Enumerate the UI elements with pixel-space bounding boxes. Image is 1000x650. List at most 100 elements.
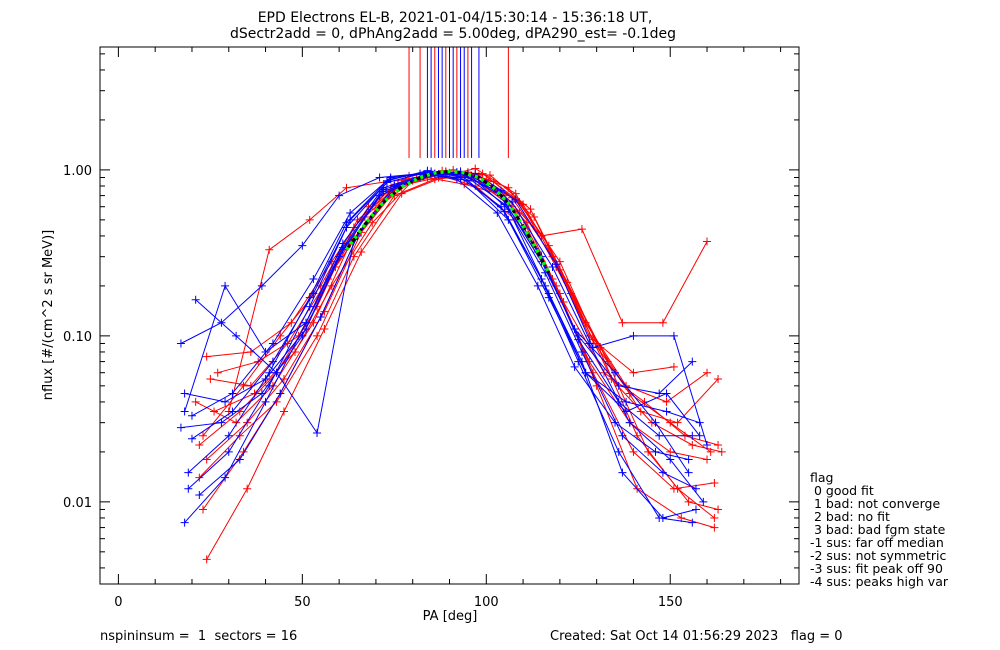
data-point <box>636 407 645 416</box>
data-point <box>309 318 318 327</box>
data-point <box>622 397 631 406</box>
data-point <box>187 411 196 420</box>
data-point <box>658 513 667 522</box>
data-point <box>217 418 226 427</box>
data-point <box>684 497 693 506</box>
data-point <box>349 252 358 261</box>
data-point <box>629 368 638 377</box>
data-point <box>302 318 311 327</box>
legend-item: 3 bad: bad fgm state <box>810 522 946 537</box>
data-point <box>346 208 355 217</box>
data-point <box>309 275 318 284</box>
series-line <box>228 176 708 412</box>
data-point <box>622 407 631 416</box>
legend-item: -2 sus: not symmetric <box>810 548 946 563</box>
legend-item: -1 sus: far off median <box>810 535 944 550</box>
data-point <box>184 484 193 493</box>
data-point <box>703 237 712 246</box>
data-point <box>199 431 208 440</box>
series-line <box>180 173 689 460</box>
data-point <box>714 441 723 450</box>
data-point <box>202 352 211 361</box>
data-point <box>688 357 697 366</box>
data-point <box>176 339 185 348</box>
series-line <box>184 174 693 524</box>
data-point <box>714 505 723 514</box>
data-point <box>673 418 682 427</box>
data-point <box>611 368 620 377</box>
x-axis-label: PA [deg] <box>423 609 478 624</box>
data-point <box>651 447 660 456</box>
data-point <box>699 497 708 506</box>
data-point <box>243 484 252 493</box>
y-tick-label: 0.10 <box>63 330 92 345</box>
legend-title: flag <box>810 470 833 485</box>
data-point <box>655 431 664 440</box>
data-point <box>669 362 678 371</box>
x-tick-label: 0 <box>114 595 122 610</box>
data-point <box>497 186 506 195</box>
series-line <box>198 173 708 496</box>
data-point <box>257 281 266 290</box>
data-point <box>710 513 719 522</box>
data-point <box>717 447 726 456</box>
data-point <box>316 312 325 321</box>
y-tick-label: 1.00 <box>63 164 92 179</box>
data-point <box>180 407 189 416</box>
data-point <box>588 335 597 344</box>
footer-left: nspininsum = 1 sectors = 16 <box>100 629 297 644</box>
series-line <box>198 173 708 460</box>
data-point <box>504 215 513 224</box>
series-line <box>195 173 704 503</box>
data-point <box>666 418 675 427</box>
data-point <box>206 374 215 383</box>
data-point <box>221 281 230 290</box>
data-point <box>618 468 627 477</box>
data-point <box>199 505 208 514</box>
data-point <box>703 441 712 450</box>
data-point <box>202 455 211 464</box>
data-point <box>191 295 200 304</box>
data-point <box>257 389 266 398</box>
series-line <box>191 172 701 437</box>
legend-item: 2 bad: no fit <box>810 509 890 524</box>
data-point <box>533 281 542 290</box>
data-point <box>298 331 307 340</box>
chart-title-line2: dSectr2add = 0, dPhAng2add = 5.00deg, dP… <box>230 26 676 42</box>
y-tick-label: 0.01 <box>63 496 92 511</box>
data-point <box>379 185 388 194</box>
data-point <box>581 368 590 377</box>
data-point <box>176 423 185 432</box>
data-point <box>688 518 697 527</box>
data-layer <box>176 47 726 564</box>
legend-item: -4 sus: peaks high var <box>810 574 949 589</box>
data-point <box>651 418 660 427</box>
data-point <box>544 293 553 302</box>
data-point <box>585 339 594 348</box>
data-point <box>574 335 583 344</box>
legend-item: -3 sus: fit peak off 90 <box>810 561 943 576</box>
data-point <box>629 331 638 340</box>
data-point <box>703 455 712 464</box>
axes-layer: 0 50 100 150 0.01 0.10 1.00 <box>63 47 799 610</box>
data-point <box>335 191 344 200</box>
data-point <box>265 368 274 377</box>
data-point <box>552 260 561 269</box>
data-point <box>261 397 270 406</box>
data-point <box>614 447 623 456</box>
data-point <box>710 523 719 532</box>
data-point <box>232 418 241 427</box>
data-point <box>511 195 520 204</box>
data-point <box>570 362 579 371</box>
data-point <box>305 293 314 302</box>
data-point <box>655 389 664 398</box>
data-point <box>691 505 700 514</box>
data-point <box>265 245 274 254</box>
data-point <box>195 473 204 482</box>
data-point <box>320 325 329 334</box>
data-point <box>187 434 196 443</box>
data-point <box>577 225 586 234</box>
y-axis-label: nflux [#/(cm^2 s sr MeV)] <box>41 230 56 400</box>
data-point <box>313 428 322 437</box>
